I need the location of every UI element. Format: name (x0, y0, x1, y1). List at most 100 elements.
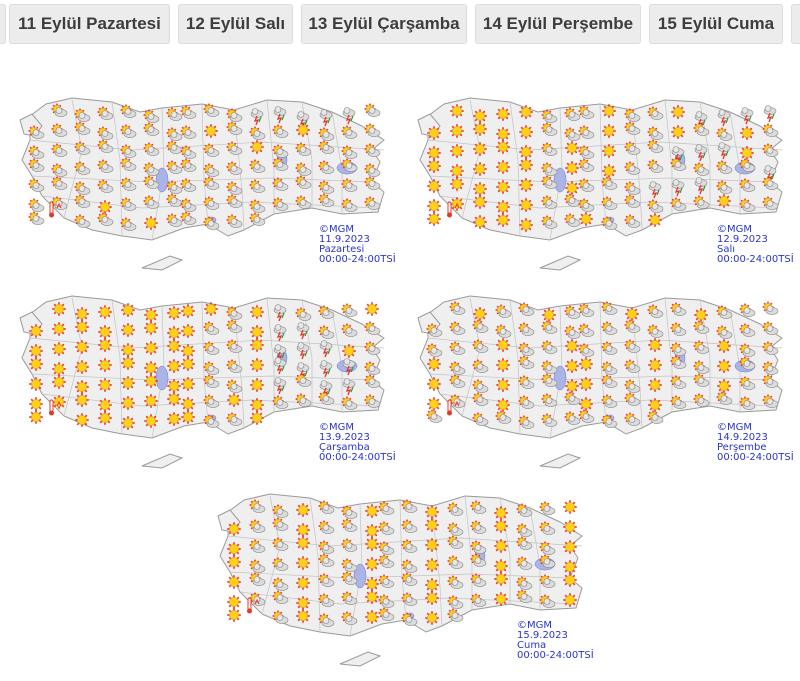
partly-cloudy-icon (318, 573, 335, 587)
partly-cloudy-icon (318, 540, 335, 554)
partly-cloudy-icon (272, 557, 289, 571)
partly-cloudy-icon (762, 196, 779, 210)
partly-cloudy-icon (28, 158, 45, 172)
partly-cloudy-icon (516, 589, 533, 603)
thunderstorm-icon (273, 324, 287, 342)
partly-cloudy-icon (318, 593, 335, 607)
sunny-icon (494, 559, 508, 573)
forecast-map-day-3[interactable]: ©MGM 13.9.2023 Çarşamba 00:00-24:00TSİ (12, 288, 398, 478)
partly-cloudy-icon (28, 198, 45, 212)
tab-day-5[interactable]: 15 Eylül Cuma (649, 4, 783, 44)
partly-cloudy-icon (318, 520, 335, 534)
map-source: ©MGM (717, 422, 753, 433)
sunny-icon (296, 503, 310, 517)
sunny-icon (296, 523, 310, 537)
partly-cloudy-icon (97, 126, 114, 140)
forecast-map-day-2[interactable]: ©MGM 12.9.2023 Salı 00:00-24:00TSİ (410, 90, 796, 280)
sunny-icon (98, 338, 112, 352)
sunny-icon (98, 305, 112, 319)
partly-cloudy-icon (601, 341, 618, 355)
partly-cloudy-icon (762, 176, 779, 190)
partly-cloudy-icon (624, 108, 641, 122)
sunny-icon (519, 218, 533, 232)
partly-cloudy-icon (518, 322, 535, 336)
map-day: Çarşamba (319, 442, 370, 453)
map-caption: ©MGM 13.9.2023 Çarşamba 00:00-24:00TSİ (319, 423, 396, 463)
sunny-icon (648, 358, 662, 372)
thunderstorm-icon (319, 360, 333, 378)
sunny-icon (250, 378, 264, 392)
partly-cloudy-icon (647, 126, 664, 140)
partly-cloudy-icon (272, 395, 289, 409)
sunny-icon (121, 323, 135, 337)
thunderstorm-icon (740, 107, 754, 125)
map-day: Pazartesi (319, 244, 365, 255)
sunny-icon (52, 302, 66, 316)
partly-cloudy-icon (341, 611, 358, 625)
partly-cloudy-icon (518, 395, 535, 409)
partly-cloudy-icon (762, 143, 779, 157)
forecast-map-day-4[interactable]: ©MGM 14.9.2023 Perşembe 00:00-24:00TSİ (410, 288, 796, 478)
partly-cloudy-icon (166, 127, 183, 141)
sunny-icon (121, 376, 135, 390)
partly-cloudy-icon (401, 592, 418, 606)
tab-day-4[interactable]: 14 Eylül Perşembe (475, 4, 641, 44)
partly-cloudy-icon (578, 343, 595, 357)
partly-cloudy-icon (447, 535, 464, 549)
partly-cloudy-icon (341, 303, 358, 317)
partly-cloudy-icon (401, 499, 418, 513)
sunny-icon (496, 378, 510, 392)
sunny-icon (602, 124, 616, 138)
tab-previous-edge[interactable] (0, 4, 6, 44)
sunny-icon (717, 339, 731, 353)
partly-cloudy-icon (564, 391, 581, 405)
partly-cloudy-icon (51, 143, 68, 157)
tab-day-3[interactable]: 13 Eylül Çarşamba (301, 4, 467, 44)
partly-cloudy-icon (249, 159, 266, 173)
partly-cloudy-icon (449, 321, 466, 335)
partly-cloudy-icon (670, 375, 687, 389)
sunny-icon (144, 321, 158, 335)
partly-cloudy-icon (295, 195, 312, 209)
partly-cloudy-icon (472, 412, 489, 426)
partly-cloudy-icon (180, 211, 197, 225)
partly-cloudy-icon (28, 211, 45, 225)
partly-cloudy-icon (180, 145, 197, 159)
forecast-map-day-1[interactable]: ©MGM 11.9.2023 Pazartesi 00:00-24:00TSİ (12, 90, 398, 280)
partly-cloudy-icon (539, 554, 556, 568)
sunny-icon (648, 378, 662, 392)
sunny-icon (602, 144, 616, 158)
sunny-icon (427, 397, 441, 411)
sunny-icon (29, 324, 43, 338)
sunny-icon (227, 595, 241, 609)
thunderstorm-icon (694, 144, 708, 162)
forecast-map-day-5[interactable]: ©MGM 15.9.2023 Cuma 00:00-24:00TSİ (210, 486, 596, 676)
partly-cloudy-icon (470, 500, 487, 514)
sunny-icon (427, 377, 441, 391)
turkey-map (217, 493, 583, 667)
partly-cloudy-icon (364, 196, 381, 210)
weather-symbols (427, 104, 779, 232)
tab-day-1[interactable]: 11 Eylül Pazartesi (9, 4, 170, 44)
sunny-icon (75, 360, 89, 374)
partly-cloudy-icon (449, 301, 466, 315)
partly-cloudy-icon (539, 521, 556, 535)
partly-cloudy-icon (143, 175, 160, 189)
partly-cloudy-icon (74, 194, 91, 208)
map-day: Perşembe (717, 442, 767, 453)
partly-cloudy-icon (762, 341, 779, 355)
partly-cloudy-icon (341, 518, 358, 532)
partly-cloudy-icon (120, 217, 137, 231)
cyprus-outline (539, 255, 582, 271)
sunny-icon (75, 393, 89, 407)
partly-cloudy-icon (272, 577, 289, 591)
sunny-icon (519, 125, 533, 139)
tab-day-2[interactable]: 12 Eylül Salı (178, 4, 293, 44)
tab-next-edge[interactable] (791, 4, 800, 44)
partly-cloudy-icon (226, 306, 243, 320)
sunny-icon (496, 140, 510, 154)
partly-cloudy-icon (203, 341, 220, 355)
sunny-icon (473, 122, 487, 136)
sunny-icon (29, 377, 43, 391)
thunderstorm-icon (296, 342, 310, 360)
